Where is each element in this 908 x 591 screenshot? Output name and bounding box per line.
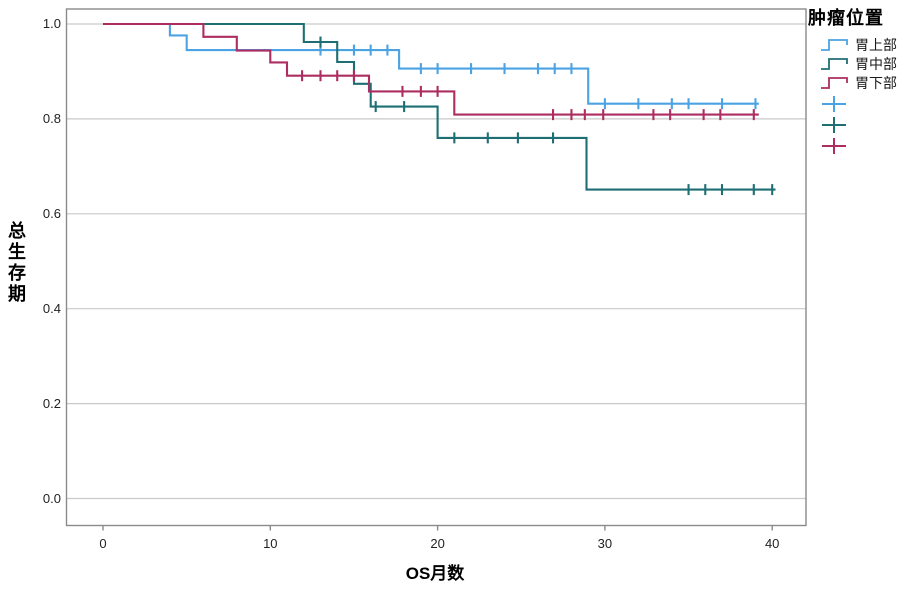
x-tick-label: 30: [597, 536, 613, 551]
y-tick-label: 0.4: [42, 300, 61, 316]
plot-frame: [65, 8, 807, 527]
legend-item-胃中部: 胃中部: [820, 55, 897, 73]
y-tick-label: 0.2: [42, 395, 61, 411]
legend-step-line-icon: [821, 58, 848, 70]
x-tick-label: 20: [430, 536, 445, 551]
legend-step-line-icon: [821, 39, 848, 51]
y-tick-label: 0.8: [42, 110, 61, 126]
survival-curve-胃上部: [103, 22, 759, 105]
x-tick-label: 10: [263, 536, 278, 551]
legend-item-label: 胃上部: [855, 37, 897, 53]
legend-title: 肿瘤位置: [808, 8, 884, 28]
legend-item-label: 胃中部: [855, 56, 897, 72]
legend-censor-plus-icon: [820, 137, 848, 160]
survival-curve-胃中部: [103, 22, 776, 191]
x-axis-title: OS月数: [405, 564, 465, 583]
legend: 肿瘤位置 胃上部胃中部胃下部: [806, 4, 908, 154]
survival-curve-胃下部: [103, 22, 759, 116]
y-axis-title: 总生存期: [6, 221, 26, 305]
x-tick-label: 40: [764, 536, 780, 551]
legend-censor-plus-icon: [820, 95, 848, 118]
legend-item-胃下部: 胃下部: [820, 74, 897, 92]
legend-item-label: 胃下部: [855, 75, 897, 91]
legend-item-胃上部: 胃上部: [820, 36, 897, 54]
y-tick-label: 1.0: [42, 16, 61, 31]
y-tick-label: 0.0: [42, 490, 61, 506]
legend-censor-plus-icon: [820, 116, 848, 139]
x-tick-label: 0: [99, 536, 107, 551]
legend-step-line-icon: [821, 77, 848, 89]
y-tick-label: 0.6: [42, 205, 61, 221]
